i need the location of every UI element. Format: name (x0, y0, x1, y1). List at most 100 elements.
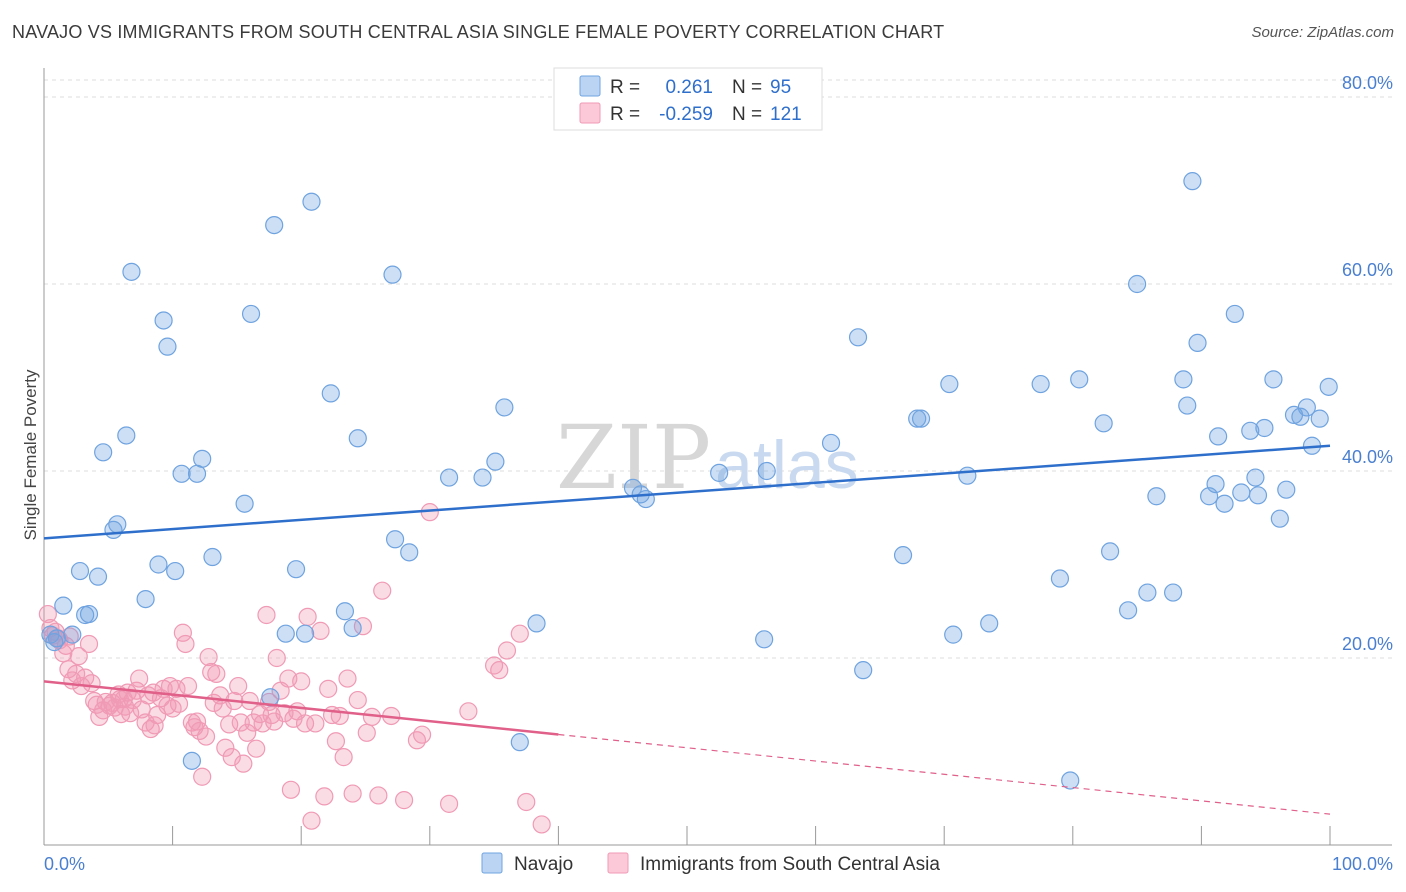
data-point-navajo (908, 409, 927, 428)
data-point-immigrants (357, 723, 376, 742)
data-point-immigrants (394, 791, 414, 810)
grid-lines: 20.0% 40.0% 60.0% 80.0% (44, 73, 1393, 659)
data-point-navajo (193, 449, 212, 468)
data-point-navajo (117, 426, 136, 445)
data-point-navajo (1277, 480, 1296, 499)
data-point-navajo (400, 543, 419, 562)
data-point-navajo (1319, 377, 1338, 396)
series-legend-label-navajo: Navajo (514, 854, 573, 875)
data-point-immigrants (207, 664, 226, 683)
data-point-immigrants (158, 696, 177, 715)
data-point-navajo (166, 561, 185, 581)
data-point-immigrants (338, 669, 357, 688)
data-point-immigrants (348, 690, 367, 710)
data-point-navajo (755, 630, 774, 649)
data-point-immigrants (247, 739, 266, 758)
data-point-navajo (47, 629, 66, 648)
watermark: ZIP atlas (556, 406, 859, 509)
data-point-immigrants (257, 605, 276, 625)
data-point-immigrants (222, 748, 241, 767)
data-point-navajo (286, 560, 306, 579)
x-tick-label-max: 100.0% (1332, 854, 1393, 874)
data-point-immigrants (231, 713, 250, 732)
data-point-immigrants (517, 792, 536, 812)
data-point-immigrants (229, 676, 248, 696)
data-point-immigrants (319, 679, 338, 698)
data-point-navajo (182, 751, 201, 770)
data-point-immigrants (130, 669, 149, 688)
trend-line-immigrants (43, 680, 559, 736)
legend-swatch-immigrants (579, 102, 601, 124)
data-point-immigrants (439, 794, 459, 813)
series-navajo-points (41, 172, 1338, 790)
y-tick-label: 40.0% (1342, 447, 1393, 467)
data-point-immigrants (82, 674, 101, 693)
data-point-navajo (149, 555, 168, 574)
data-point-navajo (203, 547, 222, 567)
data-point-navajo (710, 463, 729, 482)
data-point-immigrants (38, 604, 57, 624)
data-point-navajo (335, 602, 355, 621)
data-point-navajo (1147, 487, 1166, 506)
data-point-immigrants (145, 716, 164, 735)
data-point-navajo (343, 618, 362, 638)
data-point-navajo (348, 429, 367, 448)
data-point-navajo (1206, 474, 1225, 494)
data-point-navajo (848, 328, 868, 347)
data-point-immigrants (334, 748, 353, 767)
data-point-navajo (108, 515, 127, 534)
data-point-immigrants (412, 725, 432, 744)
data-point-immigrants (532, 815, 551, 834)
legend-n-label-2: N = (732, 104, 762, 125)
y-tick-label: 20.0% (1342, 634, 1393, 654)
data-point-navajo (1246, 468, 1265, 487)
data-point-navajo (1215, 494, 1234, 513)
data-point-immigrants (167, 679, 186, 698)
legend-r-label-1: R = (610, 77, 640, 98)
data-point-navajo (321, 384, 340, 403)
data-point-immigrants (330, 706, 349, 726)
data-point-navajo (1264, 370, 1283, 389)
data-point-navajo (1188, 333, 1207, 353)
data-point-navajo (302, 192, 321, 211)
data-point-navajo (1118, 601, 1138, 620)
data-point-immigrants (510, 624, 529, 643)
data-point-navajo (1241, 421, 1260, 440)
data-point-navajo (1178, 396, 1197, 415)
data-point-immigrants (69, 647, 88, 666)
data-point-immigrants (234, 754, 253, 773)
trend-lines (43, 444, 1331, 815)
x-tick-label-min: 0.0% (44, 854, 85, 874)
series-legend-swatch-navajo (481, 852, 503, 874)
data-point-immigrants (193, 767, 212, 786)
data-point-navajo (486, 452, 505, 471)
legend-r-value-2: -0.259 (659, 104, 713, 125)
data-point-navajo (122, 262, 141, 281)
data-point-immigrants (238, 723, 257, 742)
legend-n-label-1: N = (732, 77, 762, 98)
data-point-immigrants (302, 811, 321, 830)
legend-swatch-navajo (579, 75, 601, 97)
data-point-navajo (636, 489, 655, 509)
data-point-navajo (527, 614, 546, 633)
series-legend: Navajo Immigrants from South Central Asi… (481, 852, 940, 875)
data-point-navajo (88, 567, 108, 586)
trend-line-immigrants-extrapolated (558, 733, 1331, 815)
data-point-navajo (1225, 304, 1244, 324)
data-point-navajo (1183, 172, 1202, 191)
data-point-navajo (1270, 509, 1289, 528)
data-point-navajo (510, 733, 529, 752)
series-immigrants-points (38, 503, 551, 834)
data-point-immigrants (315, 787, 334, 806)
data-point-navajo (241, 304, 261, 324)
watermark-atlas: atlas (715, 427, 859, 503)
data-point-navajo (1100, 542, 1120, 561)
data-point-navajo (473, 468, 492, 487)
data-point-navajo (1174, 370, 1193, 389)
data-point-navajo (1209, 427, 1228, 446)
data-point-navajo (854, 661, 873, 680)
data-point-navajo (385, 530, 405, 549)
legend-n-value-1: 95 (770, 77, 791, 98)
data-point-immigrants (196, 727, 216, 746)
data-point-navajo (1310, 409, 1329, 428)
